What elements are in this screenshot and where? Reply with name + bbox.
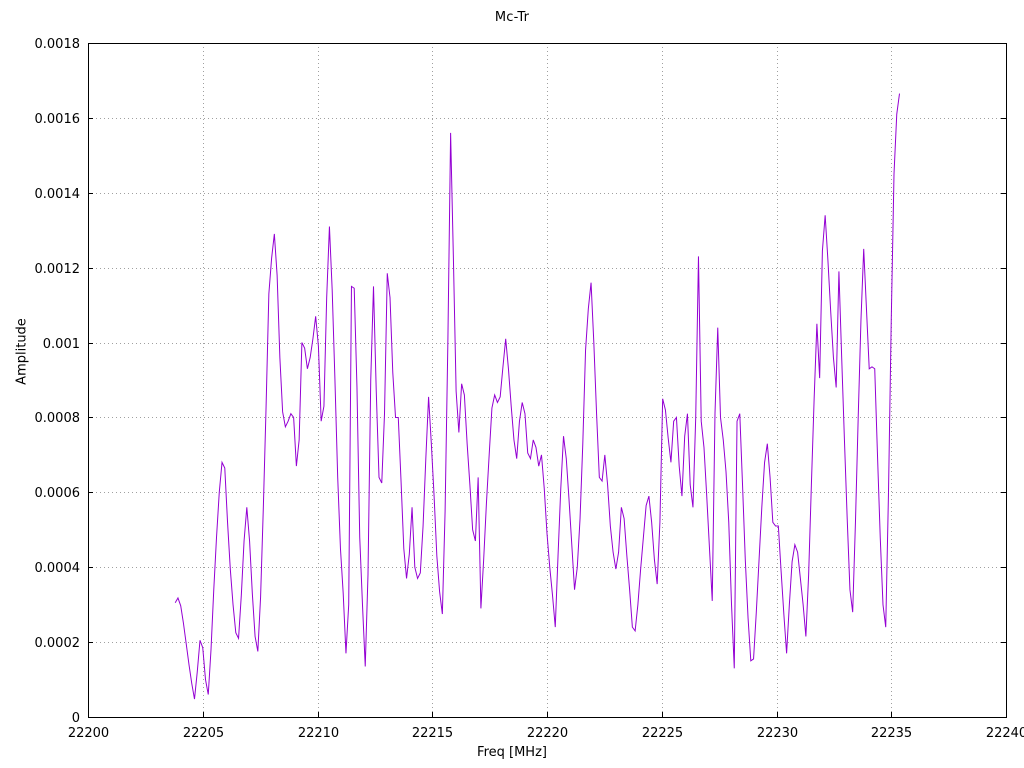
tick-marks [88,43,1007,718]
y-tick-label: 0.0016 [35,112,81,127]
chart-title: Mc-Tr [494,10,530,25]
x-axis-label: Freq [MHz] [477,745,547,760]
data-series-layer [174,93,901,700]
x-tick-label: 22210 [298,726,339,741]
y-tick-label: 0.0012 [35,262,81,277]
x-tick-label: 22205 [183,726,224,741]
y-tick-label: 0.001 [43,337,80,352]
y-tick-label: 0.0018 [35,37,81,52]
tick-labels: 22200 22205 22210 22215 22220 22225 22230 22235… [35,37,1024,741]
x-tick-label: 22230 [757,726,798,741]
y-tick-label: 0.0002 [35,636,81,651]
data-series-line-0 [174,93,901,700]
y-tick-label: 0 [72,711,80,726]
x-tick-label: 22240 [986,726,1024,741]
grid-layer [88,43,1006,717]
y-tick-label: 0.0008 [35,411,81,426]
y-tick-label: 0.0006 [35,486,81,501]
y-axis-label: Amplitude [14,318,30,385]
x-tick-label: 22225 [642,726,683,741]
y-tick-label: 0.0014 [35,187,81,202]
plot-frame [88,43,1007,718]
axes-frame [88,43,1007,718]
x-tick-label: 22220 [527,726,568,741]
x-tick-label: 22235 [871,726,912,741]
y-tick-label: 0.0004 [35,561,81,576]
x-tick-label: 22215 [412,726,453,741]
x-tick-label: 22200 [68,726,109,741]
